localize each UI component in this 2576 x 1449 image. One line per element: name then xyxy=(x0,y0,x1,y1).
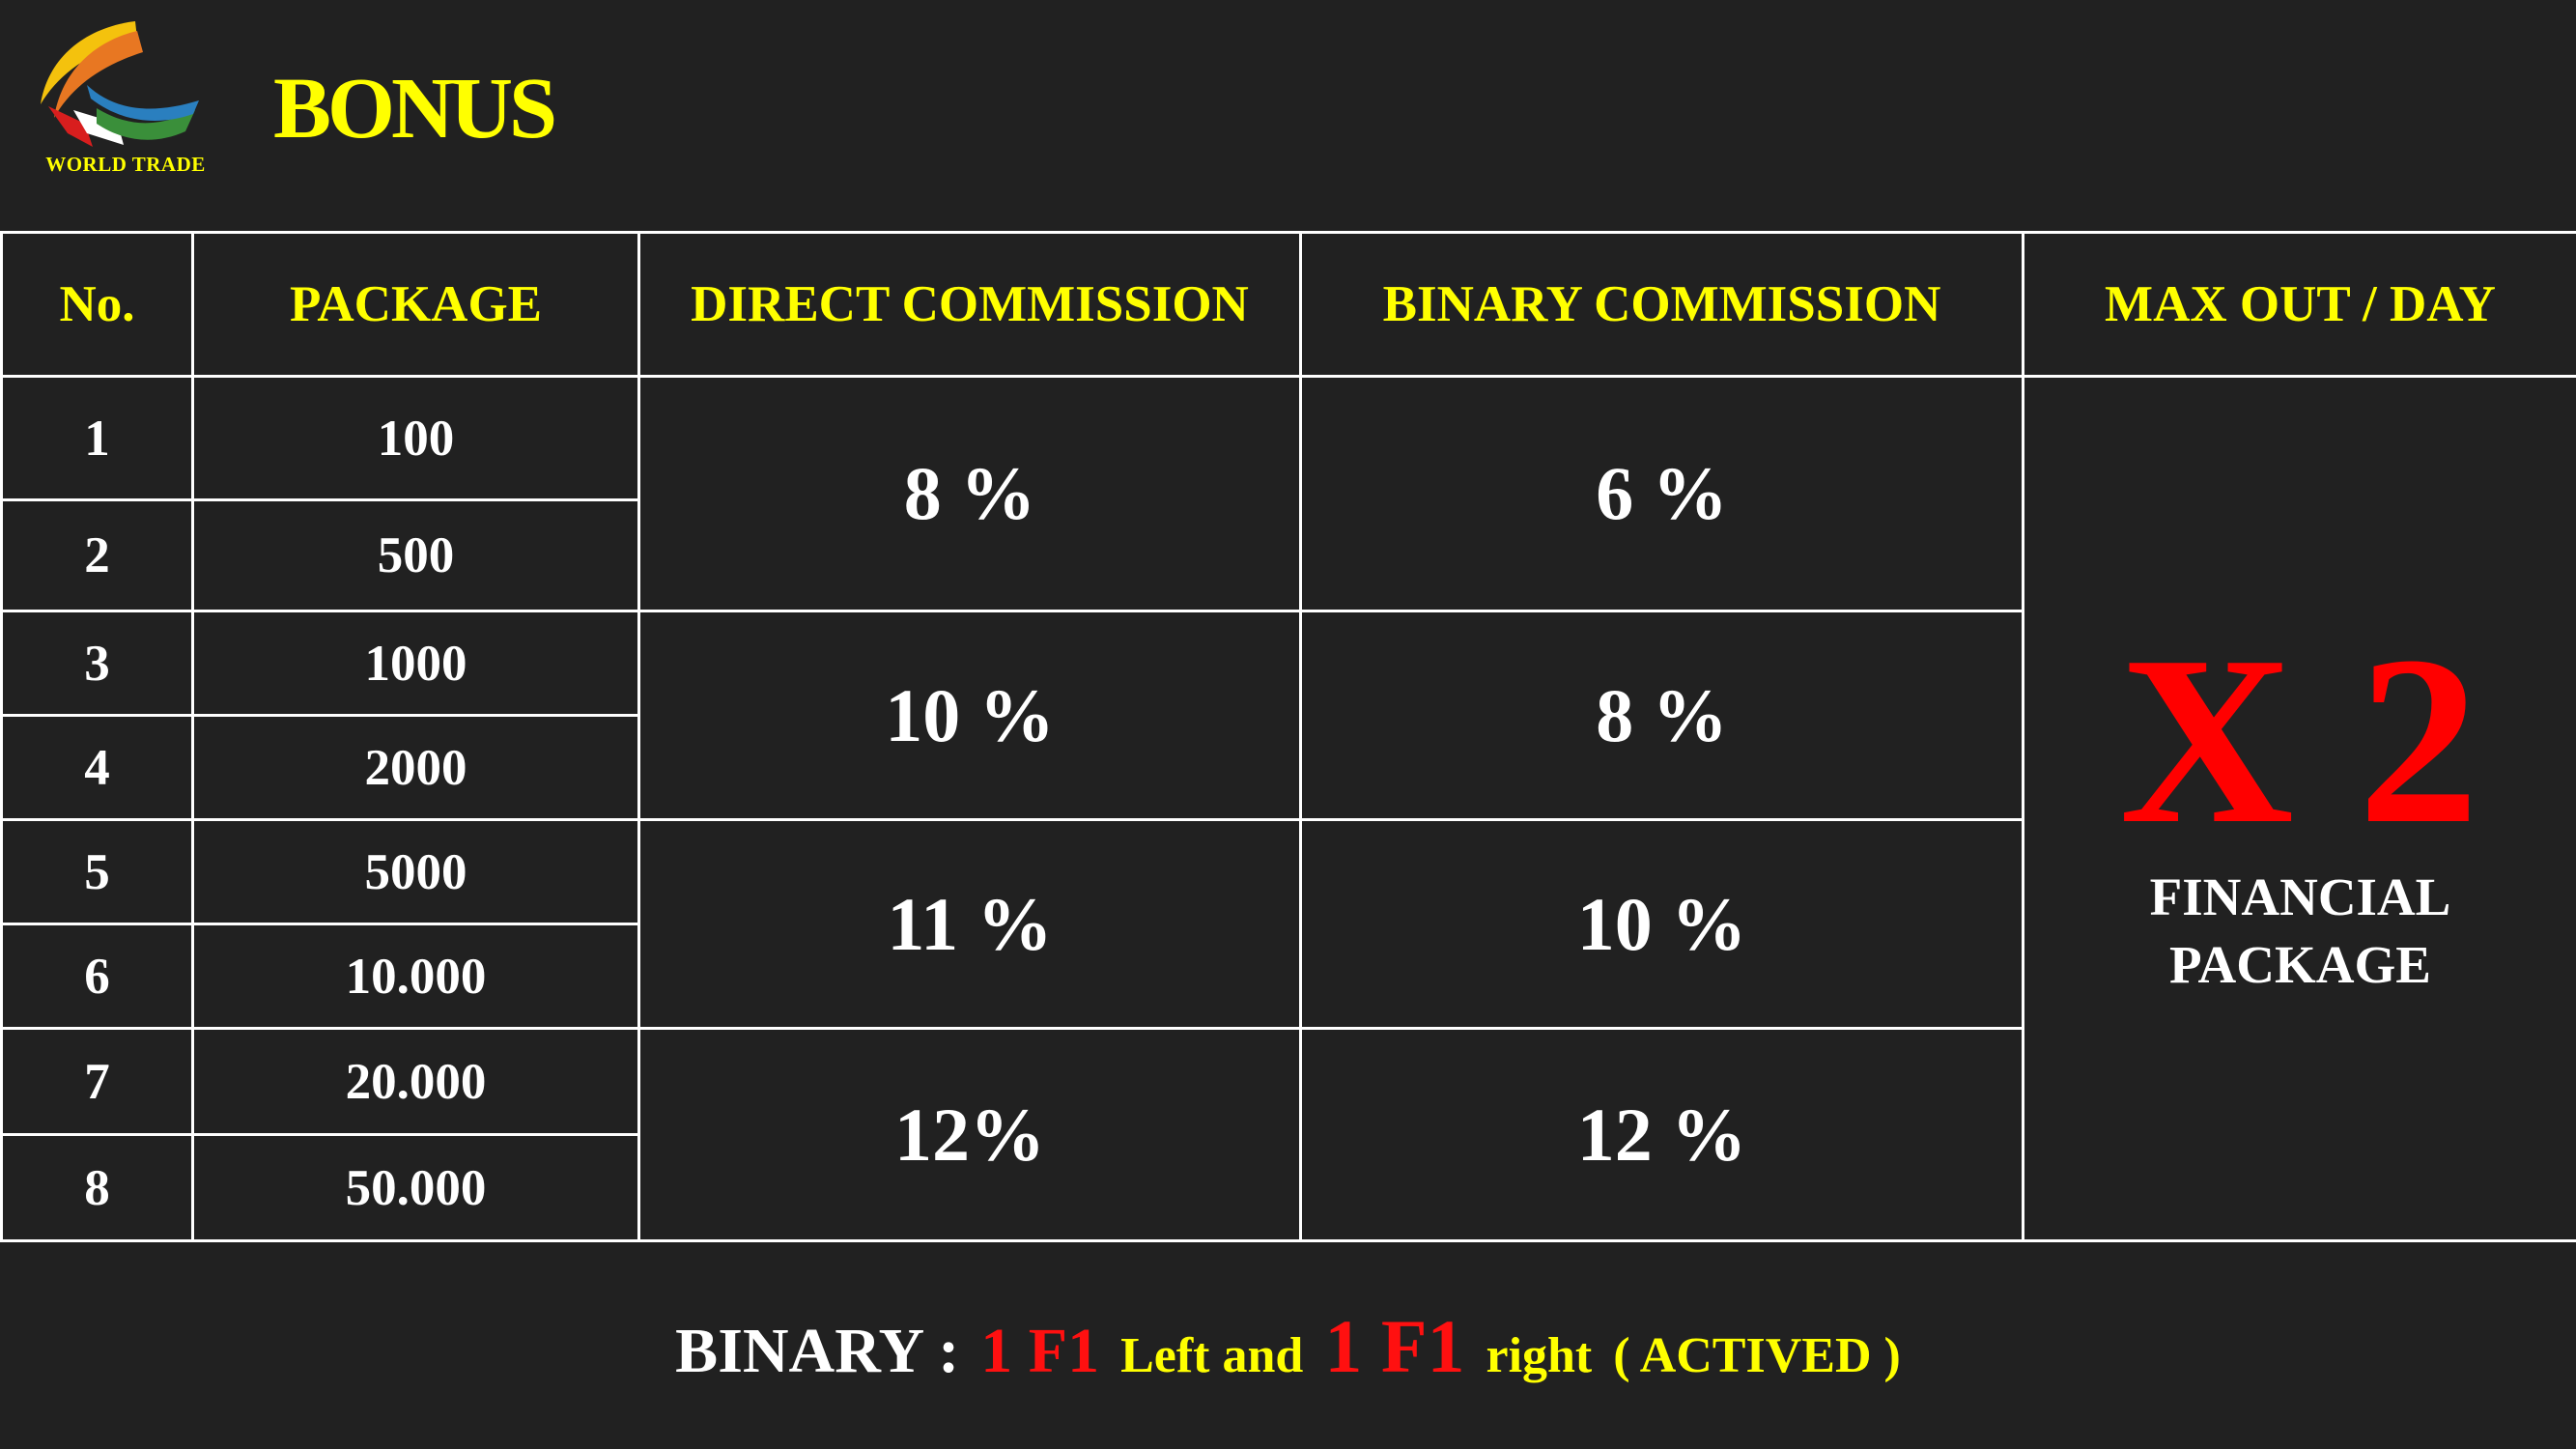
package-value: 10.000 xyxy=(191,923,640,1030)
binary-commission-value: 12 % xyxy=(1299,1027,2024,1242)
binary-commission-value: 8 % xyxy=(1299,610,2024,821)
footer-status: ( ACTIVED ) xyxy=(1613,1328,1901,1383)
package-value: 20.000 xyxy=(191,1027,640,1136)
package-value: 1000 xyxy=(191,610,640,717)
column-header-package: PACKAGE xyxy=(191,231,640,378)
world-trade-logo-icon xyxy=(41,21,199,147)
direct-commission-value: 11 % xyxy=(637,818,1302,1030)
row-number: 1 xyxy=(0,375,194,501)
footer-right-count: 1 F1 xyxy=(1324,1304,1465,1388)
row-number: 8 xyxy=(0,1133,194,1242)
table-row: 1 100 8 % 6 % X 2 FINANCIAL PACKAGE xyxy=(0,375,2576,1242)
binary-commission-value: 10 % xyxy=(1299,818,2024,1030)
column-header-binary-commission: BINARY COMMISSION xyxy=(1299,231,2024,378)
column-header-no: No. xyxy=(0,231,194,378)
package-value: 5000 xyxy=(191,818,640,925)
row-number: 3 xyxy=(0,610,194,717)
direct-commission-value: 12% xyxy=(637,1027,1302,1242)
column-header-max-out: MAX OUT / DAY xyxy=(2022,231,2576,378)
max-out-label-line1: FINANCIAL xyxy=(2149,867,2451,926)
package-value: 500 xyxy=(191,498,640,612)
package-value: 2000 xyxy=(191,714,640,821)
row-number: 6 xyxy=(0,923,194,1030)
page-title: BONUS xyxy=(273,61,557,156)
table-row: 4 2000 xyxy=(0,714,2576,821)
table-row: 5 5000 11 % 10 % xyxy=(0,818,2576,1030)
max-out-label-line2: PACKAGE xyxy=(2169,935,2431,994)
bonus-table: No. PACKAGE DIRECT COMMISSION BINARY COM… xyxy=(0,231,2576,1242)
footer-left-count: 1 F1 xyxy=(980,1316,1100,1386)
column-header-direct-commission: DIRECT COMMISSION xyxy=(637,231,1302,378)
table-header-row: No. PACKAGE DIRECT COMMISSION BINARY COM… xyxy=(0,231,2576,378)
footer-left-text: Left and xyxy=(1120,1328,1304,1383)
direct-commission-value: 10 % xyxy=(637,610,1302,821)
binary-footer: BINARY : 1 F1 Left and 1 F1 right ( ACTI… xyxy=(0,1309,2576,1384)
package-value: 100 xyxy=(191,375,640,501)
table-row: 7 20.000 12% 12 % xyxy=(0,1027,2576,1242)
package-value: 50.000 xyxy=(191,1133,640,1242)
footer-right-text: right xyxy=(1486,1328,1593,1383)
table-row: 3 1000 10 % 8 % xyxy=(0,610,2576,821)
logo-text: WORLD TRADE xyxy=(45,153,206,176)
row-number: 5 xyxy=(0,818,194,925)
table-row: 8 50.000 xyxy=(0,1133,2576,1242)
max-out-multiplier: X 2 xyxy=(2119,607,2481,874)
footer-prefix: BINARY : xyxy=(675,1316,960,1386)
table-row: 2 500 xyxy=(0,498,2576,612)
row-number: 7 xyxy=(0,1027,194,1136)
row-number: 4 xyxy=(0,714,194,821)
max-out-cell: X 2 FINANCIAL PACKAGE xyxy=(2022,375,2576,1242)
direct-commission-value: 8 % xyxy=(637,375,1302,612)
world-trade-logo: WORLD TRADE xyxy=(29,17,212,182)
binary-commission-value: 6 % xyxy=(1299,375,2024,612)
table-row: 6 10.000 xyxy=(0,923,2576,1030)
row-number: 2 xyxy=(0,498,194,612)
